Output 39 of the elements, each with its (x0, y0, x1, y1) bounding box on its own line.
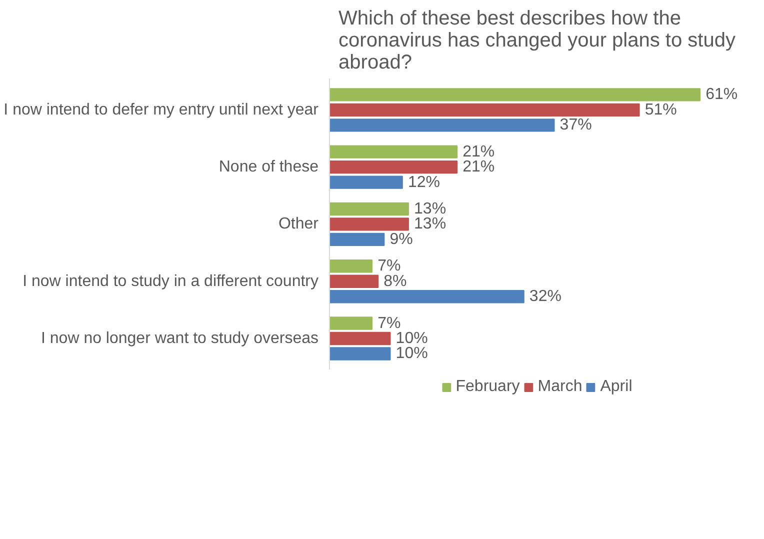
y-tick-label: I now intend to study in a different country (22, 272, 319, 290)
data-label: 9% (390, 230, 413, 248)
data-label: 32% (529, 288, 562, 306)
bar (330, 176, 403, 189)
bar (330, 88, 701, 102)
data-label: 12% (408, 174, 440, 191)
chart-title: Which of these best describes how the coronavirus has changed your plans to study abroad? (338, 8, 736, 74)
data-label: 21% (462, 158, 495, 176)
bar (330, 290, 524, 304)
y-tick-label: Other (278, 216, 320, 233)
data-label: 37% (560, 116, 592, 134)
bar (330, 260, 373, 273)
legend-label: April (600, 378, 632, 396)
data-label: 13% (414, 216, 446, 233)
data-label: 61% (706, 86, 738, 104)
data-label: 7% (378, 258, 401, 275)
data-label: 8% (384, 272, 407, 290)
bar (330, 232, 385, 246)
y-tick-label: None of these (218, 158, 319, 176)
bar (330, 332, 391, 346)
bar (330, 145, 458, 158)
legend-label: February (456, 378, 520, 396)
data-label: 10% (396, 345, 428, 362)
bar (330, 160, 458, 174)
y-tick-label: I now intend to defer my entry until next year (4, 101, 320, 118)
data-label: 10% (396, 330, 428, 347)
bar (330, 218, 409, 231)
bar (330, 316, 373, 330)
bar (330, 103, 640, 117)
legend-label: March (538, 378, 582, 396)
bar (330, 118, 555, 132)
data-label: 13% (414, 200, 446, 218)
bar (330, 202, 409, 216)
data-label: 21% (462, 143, 495, 160)
data-label: 51% (644, 101, 677, 118)
y-tick-label: I now no longer want to study overseas (41, 330, 319, 347)
bar (330, 347, 391, 360)
bar (330, 274, 379, 288)
data-label: 7% (378, 314, 401, 332)
